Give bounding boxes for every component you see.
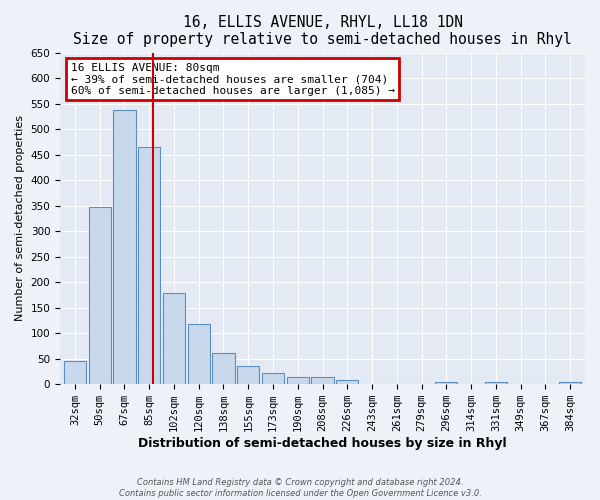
Bar [89, 206, 111, 384]
Bar [485, 382, 507, 384]
Bar [287, 376, 309, 384]
Bar [64, 361, 86, 384]
Y-axis label: Number of semi-detached properties: Number of semi-detached properties [15, 116, 25, 322]
Title: 16, ELLIS AVENUE, RHYL, LL18 1DN
Size of property relative to semi-detached hous: 16, ELLIS AVENUE, RHYL, LL18 1DN Size of… [73, 15, 572, 48]
Bar [237, 366, 259, 384]
Text: 16 ELLIS AVENUE: 80sqm
← 39% of semi-detached houses are smaller (704)
60% of se: 16 ELLIS AVENUE: 80sqm ← 39% of semi-det… [71, 62, 395, 96]
X-axis label: Distribution of semi-detached houses by size in Rhyl: Distribution of semi-detached houses by … [138, 437, 507, 450]
Bar [163, 294, 185, 384]
Bar [262, 373, 284, 384]
Bar [138, 147, 160, 384]
Bar [336, 380, 358, 384]
Bar [212, 352, 235, 384]
Bar [188, 324, 210, 384]
Bar [311, 376, 334, 384]
Bar [113, 110, 136, 384]
Bar [435, 382, 457, 384]
Bar [559, 382, 581, 384]
Text: Contains HM Land Registry data © Crown copyright and database right 2024.
Contai: Contains HM Land Registry data © Crown c… [119, 478, 481, 498]
